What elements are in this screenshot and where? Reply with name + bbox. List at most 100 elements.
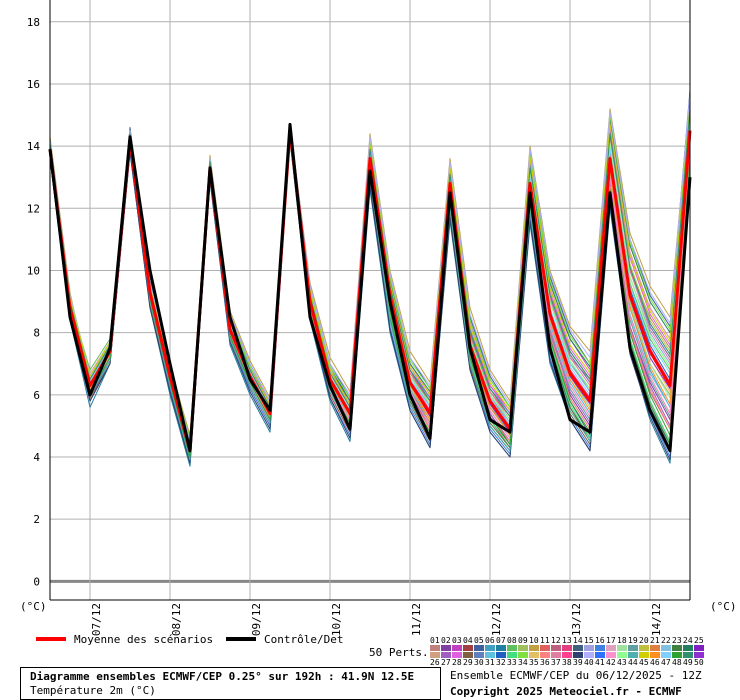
members-label: 50 Perts. [369, 646, 429, 659]
legend-swatch [650, 652, 660, 658]
x-tick-label: 09/12 [250, 603, 263, 636]
y-tick-label: 8 [33, 327, 40, 340]
legend-swatch [529, 645, 539, 651]
copyright: Copyright 2025 Meteociel.fr - ECMWF [450, 685, 682, 698]
legend-label: 17 [606, 636, 616, 645]
legend-label: 05 [474, 636, 484, 645]
legend-swatch [551, 645, 561, 651]
grid [50, 0, 690, 600]
legend-swatch [628, 645, 638, 651]
x-tick-label: 14/12 [650, 603, 663, 636]
legend-swatch [694, 652, 704, 658]
legend-swatch [518, 652, 528, 658]
legend-swatch [551, 652, 561, 658]
legend-swatch [639, 645, 649, 651]
legend-label: 30 [474, 658, 484, 667]
legend-swatch [584, 652, 594, 658]
y-tick-label: 6 [33, 389, 40, 402]
legend-swatch [430, 652, 440, 658]
legend-swatch [661, 645, 671, 651]
legend-label: 50 [694, 658, 704, 667]
legend-swatch [529, 652, 539, 658]
legend-swatch [584, 645, 594, 651]
legend-label: 09 [518, 636, 528, 645]
legend-swatch [474, 652, 484, 658]
legend-label: 19 [628, 636, 638, 645]
legend-label: 07 [496, 636, 506, 645]
series-line [48, 122, 692, 453]
x-tick-label: 08/12 [170, 603, 183, 636]
legend-swatch [694, 645, 704, 651]
legend-swatch [485, 652, 495, 658]
chart-title: Diagramme ensembles ECMWF/CEP 0.25° sur … [30, 670, 414, 683]
legend-label: 23 [672, 636, 682, 645]
y2-axis-label: (°C) [710, 600, 737, 613]
legend-swatch [650, 645, 660, 651]
legend-label: 41 [595, 658, 605, 667]
legend-swatch [507, 645, 517, 651]
plot-lines [48, 90, 692, 467]
y-tick-label: 14 [27, 140, 41, 153]
legend-swatch [606, 652, 616, 658]
legend-label: 35 [529, 658, 539, 667]
legend-label: 24 [683, 636, 693, 645]
y-tick-label: 0 [33, 575, 40, 588]
legend-swatch [672, 652, 682, 658]
legend-swatch [639, 652, 649, 658]
legend-label: 48 [672, 658, 682, 667]
legend-swatch [562, 645, 572, 651]
y-tick-label: 18 [27, 16, 40, 29]
legend-label: 16 [595, 636, 605, 645]
y-tick-label: 4 [33, 451, 40, 464]
x-tick-label: 10/12 [330, 603, 343, 636]
legend-swatch [452, 645, 462, 651]
legend-swatch [540, 652, 550, 658]
legend-swatch [518, 645, 528, 651]
legend-label: 26 [430, 658, 440, 667]
legend-swatch [452, 652, 462, 658]
legend-label: 46 [650, 658, 660, 667]
legend-label: 34 [518, 658, 528, 667]
legend-label: 36 [540, 658, 550, 667]
legend-label: 08 [507, 636, 517, 645]
series-line [48, 129, 692, 453]
legend-swatch [441, 652, 451, 658]
legend-swatch [463, 645, 473, 651]
legend-label: 22 [661, 636, 671, 645]
legend-label: 14 [573, 636, 583, 645]
legend-label: 03 [452, 636, 462, 645]
legend-label: 21 [650, 636, 660, 645]
legend-label: 31 [485, 658, 495, 667]
series-line [49, 93, 691, 442]
legend-swatch [595, 652, 605, 658]
legend-label: 44 [628, 658, 638, 667]
legend-swatch [463, 652, 473, 658]
legend-label: 43 [617, 658, 627, 667]
y-tick-label: 16 [27, 78, 40, 91]
legend-swatch [573, 652, 583, 658]
x-tick-label: 12/12 [490, 603, 503, 636]
legend-swatch [628, 652, 638, 658]
legend-label: 12 [551, 636, 561, 645]
legend-swatch [562, 652, 572, 658]
legend-label: 11 [540, 636, 550, 645]
legend-label: 29 [463, 658, 473, 667]
legend-label: 04 [463, 636, 473, 645]
legend-swatch [606, 645, 616, 651]
legend-label: 38 [562, 658, 572, 667]
legend-label: 28 [452, 658, 462, 667]
legend-label: 32 [496, 658, 506, 667]
legend-swatch [595, 645, 605, 651]
legend-swatch [661, 652, 671, 658]
legend-swatch [540, 645, 550, 651]
chart-subtitle: Température 2m (°C) [30, 684, 156, 697]
legend-label: 02 [441, 636, 451, 645]
y-tick-label: 2 [33, 513, 40, 526]
legend-swatch [474, 645, 484, 651]
legend-label: 18 [617, 636, 627, 645]
legend-label: 15 [584, 636, 594, 645]
legend-label: 40 [584, 658, 594, 667]
legend-label: 06 [485, 636, 495, 645]
